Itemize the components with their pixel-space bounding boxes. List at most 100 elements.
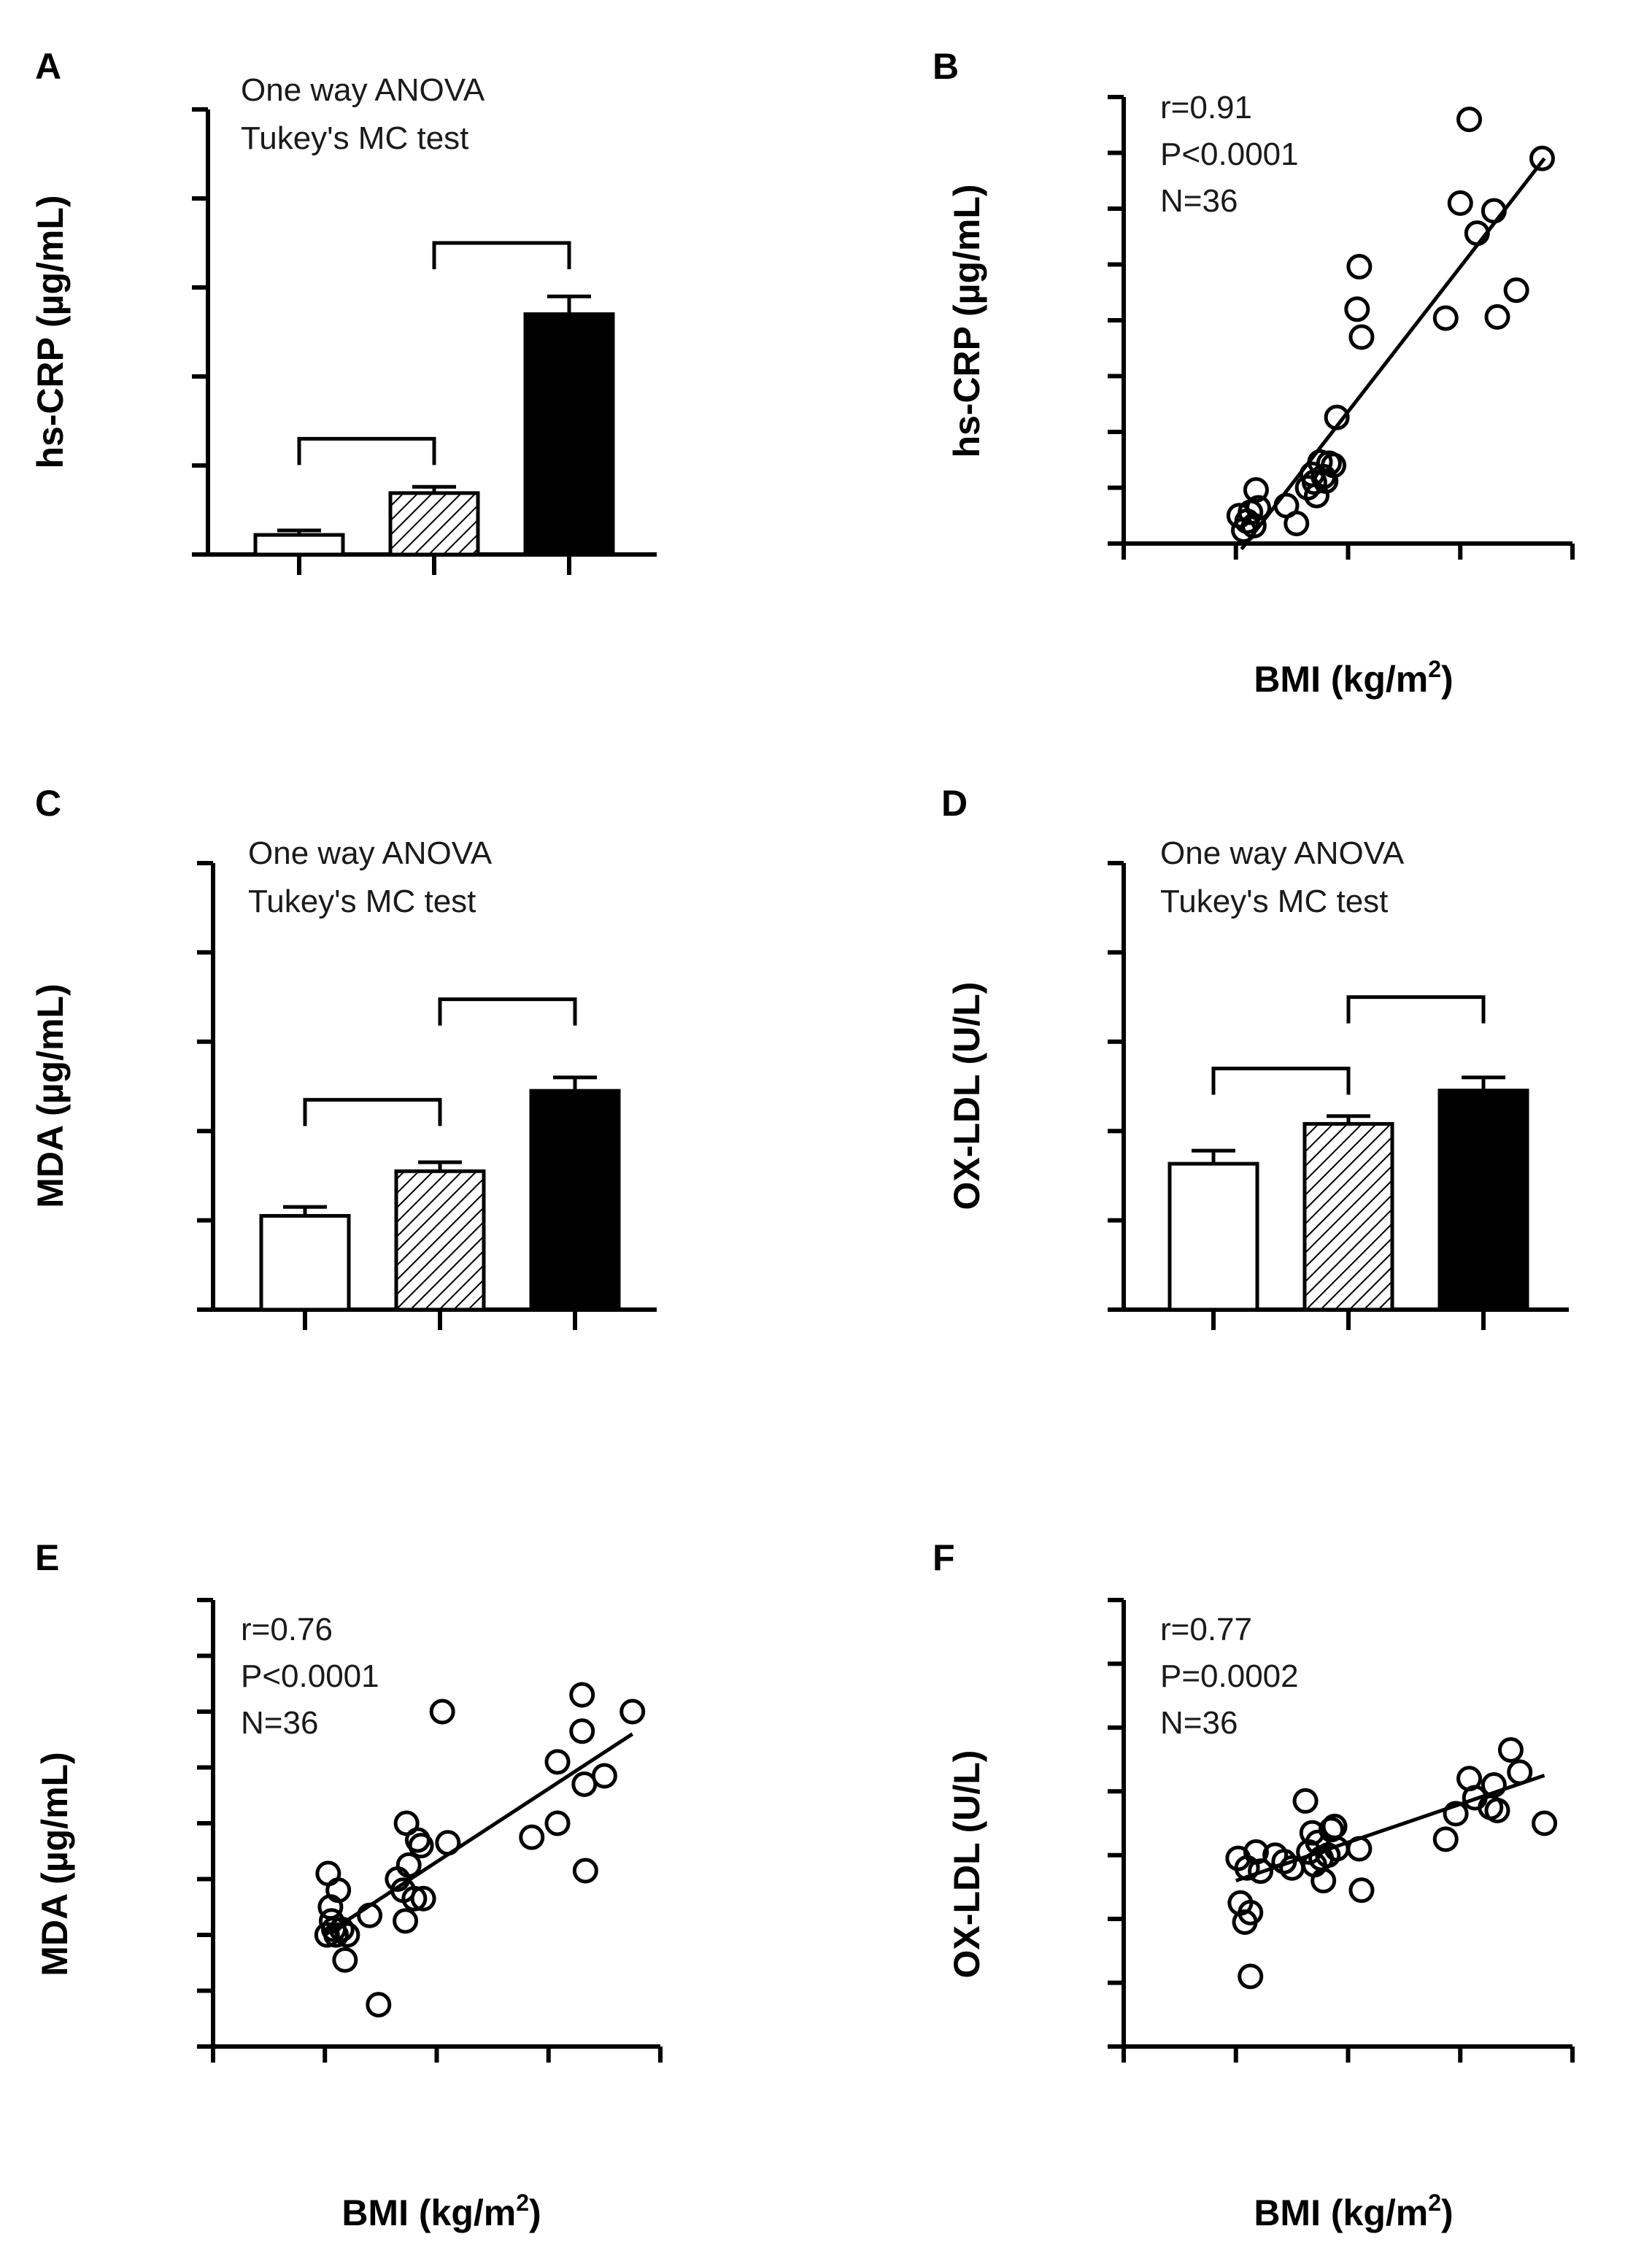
- data-point-e: [620, 1699, 646, 1725]
- bar-a: [523, 312, 615, 557]
- x-axis-label-e: BMI (kg/m2): [341, 2190, 541, 2233]
- panel-letter-e: E: [35, 1537, 59, 1578]
- stats-note-f-1: r=0.77: [1160, 1612, 1252, 1647]
- data-point-b: [1481, 198, 1507, 224]
- panel-d: D OX-LDL (U/L) One way ANOVA Tukey's MC …: [941, 783, 1569, 1330]
- y-axis-label-d: OX-LDL (U/L): [946, 982, 987, 1210]
- stats-note-d-1: One way ANOVA: [1160, 835, 1405, 871]
- data-point-e: [591, 1763, 617, 1789]
- data-point-b: [1246, 495, 1271, 521]
- data-point-e: [395, 1852, 422, 1878]
- stats-note-a-1: One way ANOVA: [241, 72, 485, 108]
- stats-note-b-3: N=36: [1160, 183, 1238, 219]
- significance-bracket-d: [1346, 995, 1486, 1024]
- data-point-b: [1344, 296, 1370, 322]
- data-point-b: [1243, 477, 1269, 503]
- data-point-e: [544, 1810, 571, 1836]
- data-point-b: [1432, 305, 1459, 331]
- data-point-f: [1271, 1848, 1297, 1874]
- y-axis-label-c: MDA (µg/mL): [30, 983, 71, 1207]
- data-point-f: [1497, 1736, 1524, 1763]
- data-point-e: [357, 1902, 383, 1928]
- y-axis-label-f: OX-LDL (U/L): [946, 1750, 987, 1979]
- data-point-b: [1464, 220, 1490, 247]
- significance-bracket-d: [1211, 1067, 1351, 1095]
- panel-letter-a: A: [35, 46, 61, 87]
- data-point-f: [1292, 1788, 1319, 1814]
- data-point-e: [401, 1885, 428, 1912]
- stats-note-e-2: P<0.0001: [241, 1658, 379, 1694]
- bar-c: [529, 1089, 621, 1312]
- data-point-e: [393, 1908, 419, 1934]
- data-point-e: [366, 1992, 392, 2018]
- data-point-b: [1348, 324, 1375, 350]
- data-point-f: [1507, 1759, 1533, 1785]
- stats-note-f-3: N=36: [1160, 1705, 1238, 1741]
- bar-d: [1302, 1121, 1394, 1312]
- stats-note-c-2: Tukey's MC test: [248, 884, 476, 919]
- data-point-f: [1532, 1810, 1558, 1836]
- significance-bracket-c: [438, 997, 577, 1026]
- data-point-b: [1240, 513, 1267, 539]
- data-point-e: [334, 1922, 360, 1948]
- significance-bracket-c: [303, 1097, 442, 1126]
- panel-b: B hs-CRP (µg/mL) BMI (kg/m2) r=0.91 P<0.…: [933, 46, 1575, 700]
- data-point-e: [332, 1947, 358, 1973]
- data-point-b: [1324, 404, 1350, 430]
- bar-d: [1437, 1089, 1529, 1312]
- data-point-f: [1248, 1858, 1274, 1885]
- stats-note-c-1: One way ANOVA: [248, 835, 493, 871]
- stats-note-d-2: Tukey's MC test: [1160, 884, 1388, 919]
- data-point-b: [1346, 254, 1373, 280]
- bar-c: [259, 1213, 351, 1312]
- stats-note-e-1: r=0.76: [241, 1612, 333, 1647]
- data-point-f: [1238, 1963, 1264, 1990]
- data-point-b: [1456, 107, 1483, 133]
- bar-a: [253, 533, 345, 557]
- bar-c: [394, 1169, 486, 1312]
- data-point-f: [1311, 1868, 1337, 1894]
- data-point-b: [1529, 145, 1555, 171]
- data-point-f: [1346, 1836, 1373, 1862]
- data-point-e: [325, 1877, 352, 1904]
- stats-note-b-2: P<0.0001: [1160, 136, 1299, 172]
- bar-d: [1167, 1162, 1259, 1312]
- x-axis-label-b: BMI (kg/m2): [1254, 656, 1453, 700]
- data-point-b: [1484, 304, 1510, 330]
- data-point-e: [519, 1824, 545, 1850]
- stats-note-a-2: Tukey's MC test: [241, 120, 468, 156]
- data-point-b: [1284, 510, 1310, 536]
- stats-note-b-1: r=0.91: [1160, 90, 1252, 125]
- panel-letter-b: B: [933, 46, 959, 87]
- panel-e: E MDA (µg/mL) BMI (kg/m2) r=0.76 P<0.000…: [34, 1537, 663, 2233]
- regression-line-b: [1240, 157, 1546, 551]
- data-point-f: [1443, 1801, 1469, 1827]
- panel-letter-f: F: [933, 1537, 955, 1578]
- data-point-f: [1484, 1798, 1510, 1824]
- panel-c: C MDA (µg/mL) One way ANOVA Tukey's MC t…: [30, 783, 657, 1330]
- data-point-b: [1447, 190, 1473, 216]
- data-point-e: [569, 1682, 595, 1708]
- y-axis-label-b: hs-CRP (µg/mL): [946, 184, 987, 457]
- data-point-e: [435, 1830, 461, 1856]
- data-point-e: [410, 1885, 436, 1912]
- data-point-e: [429, 1699, 455, 1725]
- data-point-e: [572, 1858, 598, 1884]
- significance-bracket-a: [297, 436, 436, 465]
- data-point-f: [1348, 1877, 1375, 1904]
- stats-note-f-2: P=0.0002: [1160, 1658, 1299, 1694]
- data-point-e: [569, 1718, 595, 1744]
- data-point-b: [1321, 452, 1347, 479]
- data-point-e: [544, 1749, 571, 1775]
- data-point-b: [1503, 277, 1529, 304]
- x-axis-label-f: BMI (kg/m2): [1254, 2190, 1453, 2233]
- regression-line-f: [1235, 1774, 1545, 1883]
- data-point-e: [328, 1916, 355, 1942]
- panel-a: A hs-CRP (µg/mL) One way ANOVA Tukey's M…: [30, 46, 657, 575]
- significance-bracket-a: [432, 241, 571, 269]
- data-point-f: [1238, 1899, 1264, 1925]
- data-point-e: [323, 1922, 350, 1948]
- stats-note-e-3: N=36: [241, 1705, 318, 1741]
- data-point-f: [1481, 1772, 1507, 1798]
